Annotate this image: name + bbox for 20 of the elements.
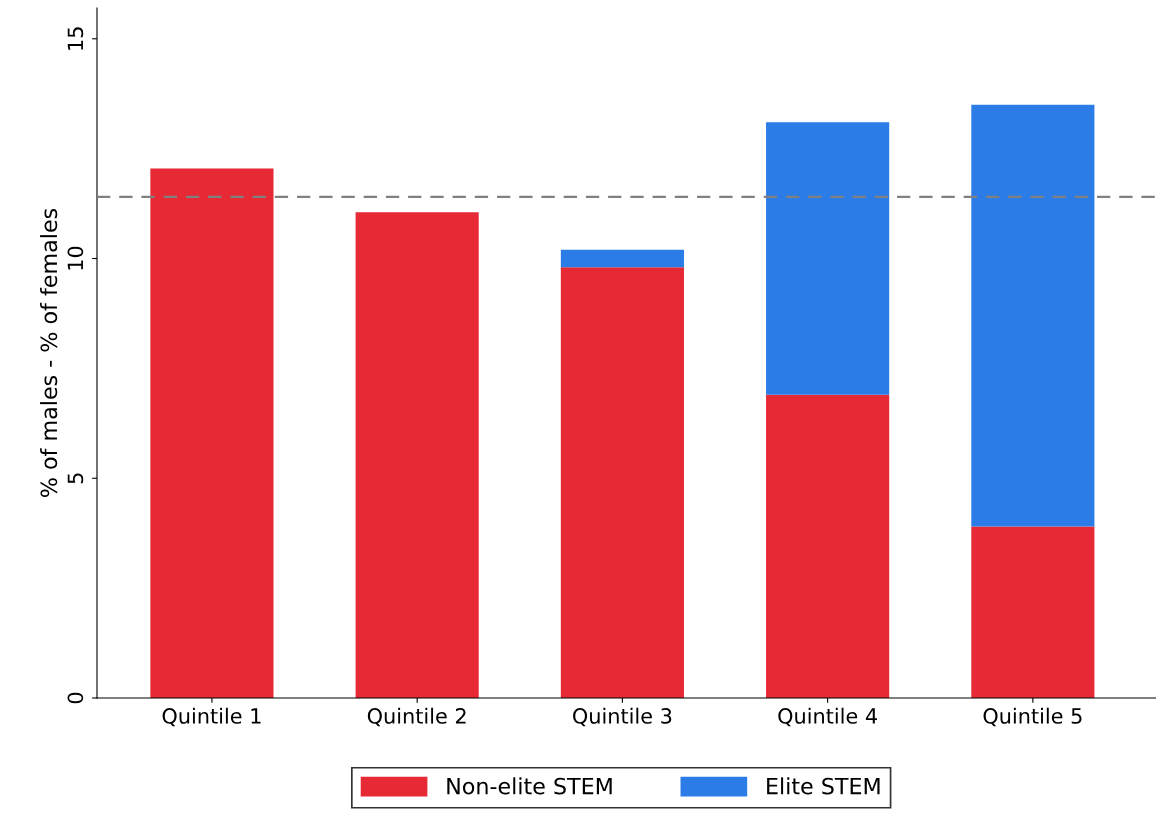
bar	[971, 526, 1095, 698]
bar	[150, 168, 274, 698]
x-tick-label: Quintile 1	[162, 707, 261, 727]
bar	[971, 104, 1095, 527]
x-tick-label: Quintile 4	[778, 707, 877, 727]
x-tick-label: Quintile 3	[573, 707, 672, 727]
legend-label: Non-elite STEM	[447, 777, 612, 795]
x-tick-label: Quintile 2	[367, 707, 466, 727]
bar	[355, 212, 479, 698]
bar	[560, 249, 684, 268]
x-tick-label: Quintile 5	[983, 707, 1082, 727]
y-tick-label: 5	[67, 473, 84, 484]
y-tick-label: 15	[67, 27, 84, 50]
bar	[560, 267, 684, 698]
y-axis-title: % of males - % of females	[40, 208, 58, 497]
bar	[766, 122, 890, 395]
legend-label: Elite STEM	[767, 777, 880, 795]
y-tick-label: 0	[67, 692, 84, 704]
bar	[766, 394, 890, 698]
y-tick-label: 10	[67, 246, 84, 270]
